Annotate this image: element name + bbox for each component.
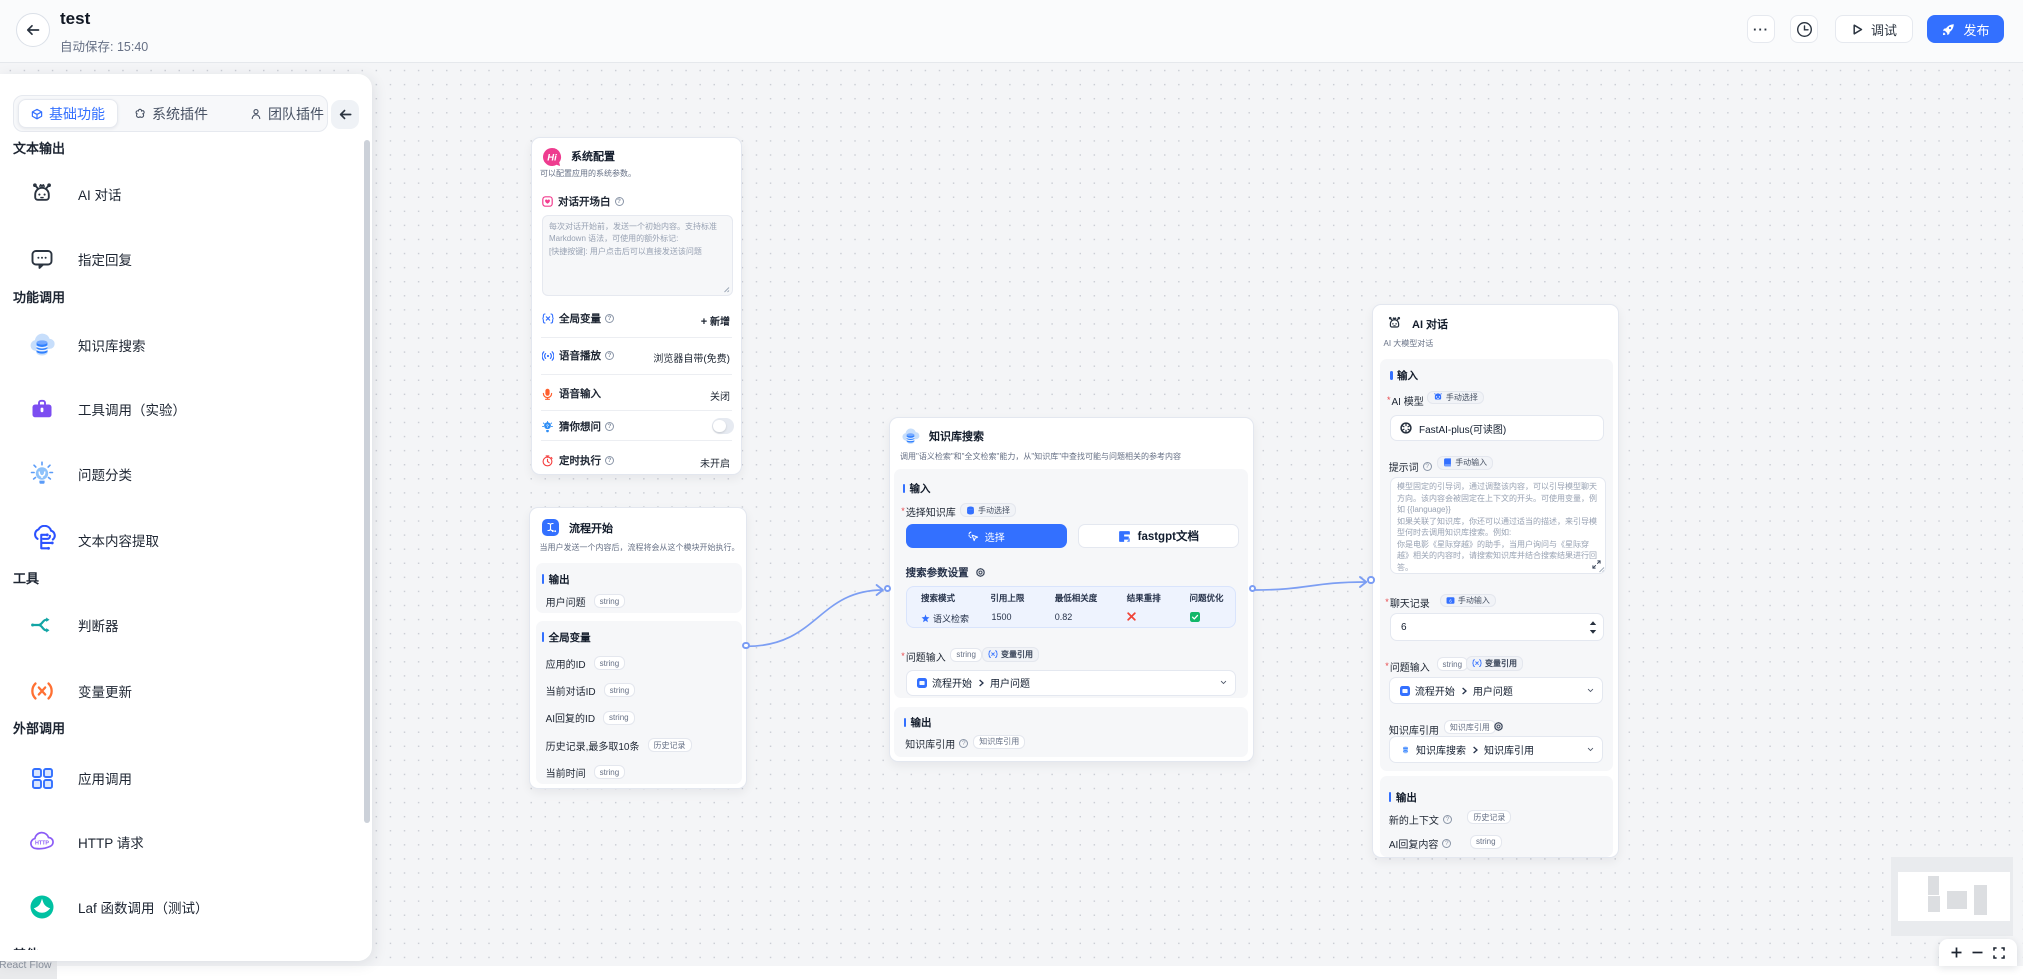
svg-text:?: ? <box>546 423 549 429</box>
svg-text:6: 6 <box>1449 598 1452 603</box>
svg-text:HTTP: HTTP <box>35 841 49 847</box>
svg-text:Hi: Hi <box>547 152 557 163</box>
